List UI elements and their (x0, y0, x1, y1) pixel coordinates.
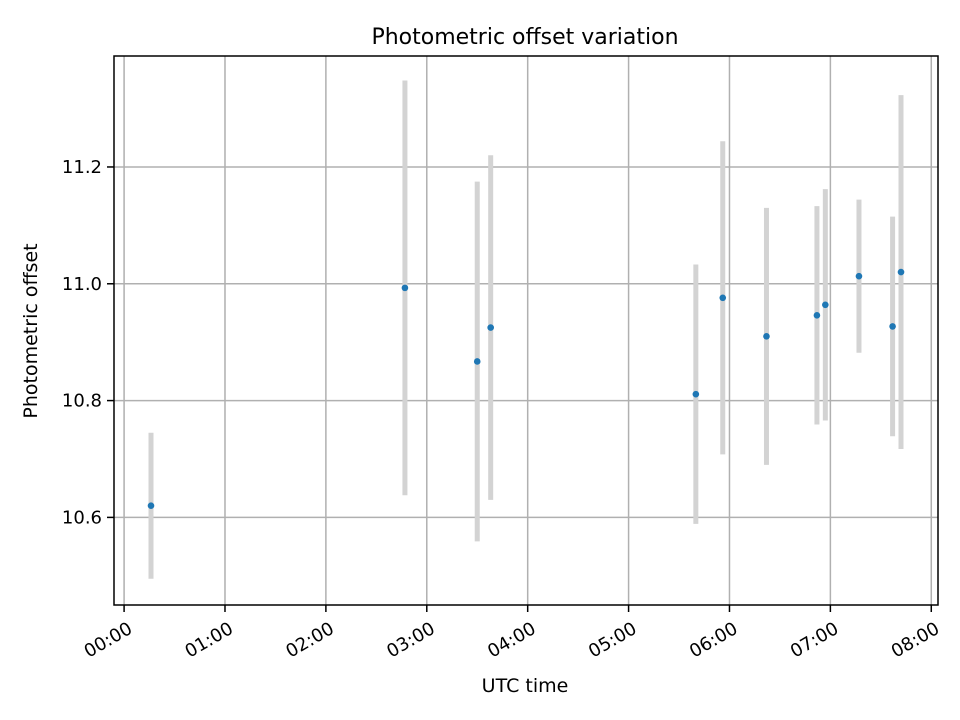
data-point (822, 301, 829, 309)
data-point (401, 284, 409, 292)
data-point (855, 272, 863, 280)
y-axis-ticks: 10.6 10.8 11.0 11.2 (62, 157, 114, 528)
x-axis-label: UTC time (482, 675, 569, 697)
x-tick-label: 06:00 (686, 618, 741, 662)
chart-title: Photometric offset variation (371, 25, 678, 50)
data-points (147, 268, 905, 510)
data-point (692, 390, 700, 398)
plot-frame (113, 55, 939, 606)
data-point (889, 323, 896, 330)
x-tick-label: 01:00 (181, 618, 236, 662)
data-point (147, 502, 155, 510)
x-tick-label: 08:00 (888, 618, 943, 662)
y-tick-label: 11.0 (62, 274, 102, 295)
x-tick-label: 02:00 (282, 618, 337, 662)
x-tick-label: 07:00 (787, 618, 842, 662)
data-point (763, 333, 770, 340)
error-bars (148, 80, 904, 579)
y-tick-label: 10.8 (62, 391, 102, 412)
y-tick-label: 11.2 (62, 157, 102, 178)
x-tick-label: 04:00 (484, 618, 539, 662)
x-tick-label: 05:00 (585, 618, 640, 662)
y-tick-label: 10.6 (62, 507, 102, 528)
data-point (813, 312, 821, 319)
x-axis-ticks: 00:00 01:00 02:00 03:00 04:00 05:00 06:00 07:00… (81, 605, 943, 662)
grid (114, 56, 938, 605)
data-point (719, 294, 727, 302)
x-tick-label: 03:00 (383, 618, 438, 662)
data-point (487, 324, 494, 331)
data-point (897, 268, 905, 276)
data-point (473, 358, 481, 365)
y-axis-label: Photometric offset (20, 243, 42, 418)
x-tick-label: 00:00 (81, 618, 136, 662)
